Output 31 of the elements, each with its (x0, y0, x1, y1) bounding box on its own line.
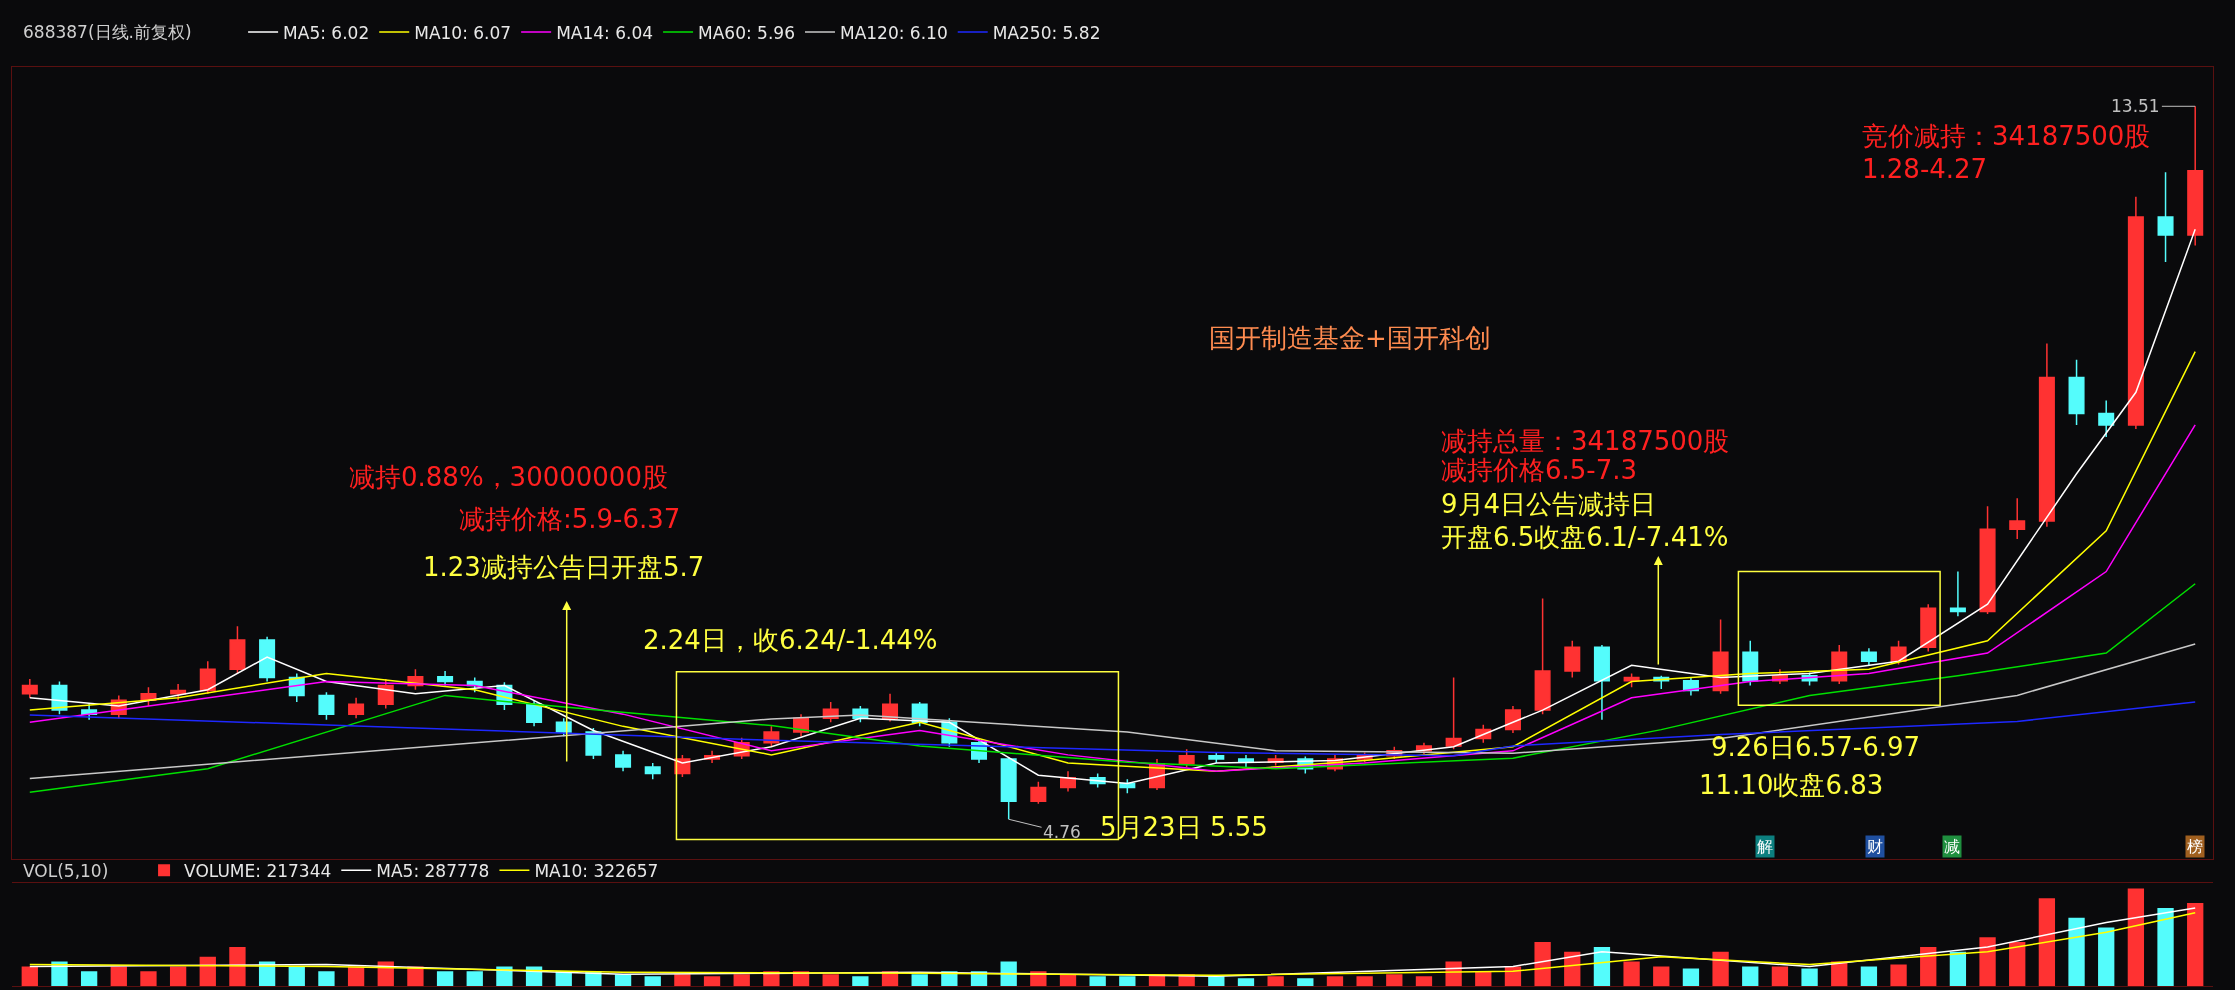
legend-label: MA250: 5.82 (992, 22, 1101, 43)
annotation: 2.24日，收6.24/-1.44% (643, 625, 938, 655)
annotation: 开盘6.5收盘6.1/-7.41% (1441, 522, 1729, 552)
annotation: 竞价减持：34187500股 (1862, 121, 2151, 151)
legend-label: MA10: 6.07 (414, 22, 512, 43)
legend-label: MA120: 6.10 (839, 22, 948, 43)
annotation: 1.28-4.27 (1862, 154, 1988, 184)
annotation: 13.51 (2111, 96, 2160, 116)
annotation: 5月23日 5.55 (1100, 812, 1268, 842)
legend-label: MA5: 6.02 (283, 22, 370, 43)
legend-label: VOLUME: 217344 (184, 860, 332, 881)
annotation: 减持价格:5.9-6.37 (459, 504, 681, 534)
legend-label: MA10: 322657 (534, 860, 659, 881)
annotation: 9月4日公告减持日 (1441, 489, 1657, 519)
text: 解 (1757, 837, 1773, 856)
text: 4.76 (1043, 822, 1081, 842)
chart-title: 688387(日线.前复权) (23, 22, 192, 42)
text: 减 (1944, 837, 1960, 856)
legend-label: MA60: 5.96 (698, 22, 795, 43)
annotation: 11.10收盘6.83 (1699, 770, 1884, 800)
annotation: 9.26日6.57-6.97 (1711, 732, 1921, 762)
annotation: 减持总量：34187500股 (1441, 426, 1730, 456)
annotation: 减持0.88%，30000000股 (349, 462, 668, 492)
annotation: 国开制造基金+国开科创 (1209, 323, 1491, 353)
legend-label: MA5: 287778 (376, 860, 490, 881)
annotation: 减持价格6.5-7.3 (1441, 455, 1638, 485)
annotation: 1.23减持公告日开盘5.7 (423, 552, 705, 582)
text: 财 (1867, 837, 1883, 856)
text: 榜 (2187, 837, 2203, 856)
chart-title: VOL(5,10) (23, 861, 109, 881)
legend-label: MA14: 6.04 (556, 22, 654, 43)
